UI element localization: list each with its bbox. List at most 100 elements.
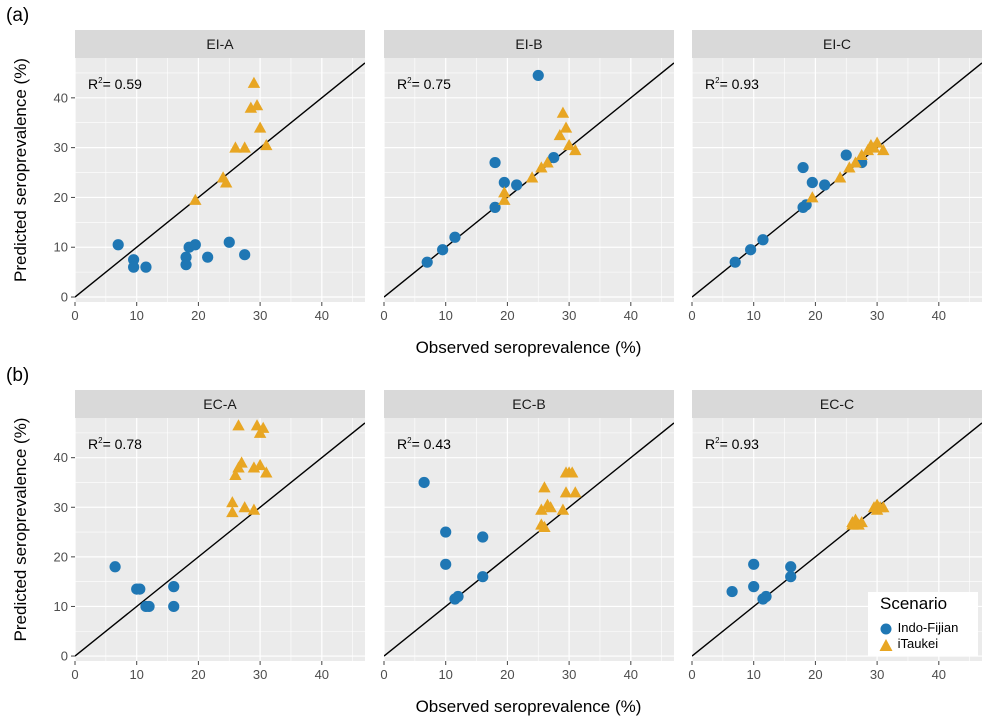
point-itaukei bbox=[235, 456, 248, 468]
point-indo-fijian bbox=[168, 600, 180, 613]
x-tick-label: 40 bbox=[315, 667, 329, 682]
point-indo-fijian bbox=[785, 561, 797, 573]
point-indo-fijian bbox=[180, 259, 192, 271]
r-squared-superscript: 2 bbox=[407, 436, 412, 445]
labels-layer: (a) Observed seroprevalence (%) Predicted … bbox=[6, 5, 641, 716]
point-itaukei bbox=[498, 193, 511, 205]
r-squared-symbol: R bbox=[397, 76, 407, 92]
y-tick-label: 40 bbox=[54, 90, 68, 105]
point-indo-fijian bbox=[128, 261, 140, 273]
point-itaukei bbox=[559, 486, 573, 498]
point-indo-fijian bbox=[477, 531, 489, 543]
point-itaukei bbox=[226, 496, 239, 508]
y-tick-label: 10 bbox=[54, 240, 68, 255]
legend-item-itaukei: iTaukei bbox=[878, 636, 938, 652]
x-tick-label: 20 bbox=[191, 308, 205, 323]
point-itaukei bbox=[253, 121, 267, 133]
r-squared-symbol: R bbox=[88, 76, 98, 92]
point-indo-fijian bbox=[168, 581, 180, 593]
point-itaukei bbox=[260, 466, 273, 478]
point-indo-fijian bbox=[239, 249, 251, 261]
point-indo-fijian bbox=[748, 558, 760, 570]
r-squared-superscript: 2 bbox=[407, 76, 412, 85]
y-tick-label: 40 bbox=[54, 450, 68, 465]
facet-title: EC-B bbox=[512, 396, 545, 412]
identity-line bbox=[692, 422, 982, 657]
x-tick-label: 20 bbox=[500, 667, 514, 682]
x-tick-label: 40 bbox=[624, 667, 638, 682]
point-indo-fijian bbox=[498, 176, 510, 189]
identity-line bbox=[384, 422, 674, 657]
point-itaukei bbox=[219, 176, 233, 188]
point-itaukei bbox=[256, 421, 270, 433]
point-itaukei bbox=[877, 143, 890, 156]
point-itaukei bbox=[569, 486, 582, 498]
y-axis-title: Predicted seroprevalence (%) bbox=[11, 58, 30, 282]
y-tick-label: 30 bbox=[54, 500, 68, 515]
r-squared-superscript: 2 bbox=[98, 76, 103, 85]
point-itaukei bbox=[556, 503, 570, 515]
point-itaukei bbox=[877, 501, 890, 513]
x-tick-label: 30 bbox=[870, 667, 884, 682]
point-indo-fijian bbox=[418, 476, 430, 489]
point-itaukei bbox=[247, 503, 261, 515]
x-tick-label: 0 bbox=[71, 667, 78, 682]
point-itaukei bbox=[535, 503, 548, 515]
point-itaukei bbox=[535, 161, 548, 173]
x-tick-label: 40 bbox=[932, 667, 946, 682]
x-tick-label: 10 bbox=[129, 308, 143, 323]
y-tick-label: 30 bbox=[54, 140, 68, 155]
panel-ei-a: EI-A 0 10 20 30 40 0 10 20 30 40 R2= 0.59 bbox=[54, 30, 365, 323]
point-itaukei bbox=[238, 141, 251, 153]
point-itaukei bbox=[559, 121, 573, 133]
point-itaukei bbox=[562, 138, 576, 151]
r-squared-label: R2= 0.43 bbox=[397, 436, 451, 452]
point-itaukei bbox=[855, 515, 868, 528]
point-indo-fijian bbox=[785, 571, 797, 583]
r-squared-value: = 0.59 bbox=[103, 76, 143, 92]
facet-strip bbox=[384, 30, 674, 58]
x-tick-label: 40 bbox=[932, 308, 946, 323]
point-indo-fijian bbox=[548, 151, 560, 164]
x-tick-label: 10 bbox=[129, 667, 143, 682]
facet-title: EC-C bbox=[820, 396, 854, 412]
facet-strip bbox=[384, 390, 674, 418]
facet-title: EC-A bbox=[203, 396, 237, 412]
x-tick-label: 30 bbox=[253, 308, 267, 323]
point-itaukei bbox=[849, 156, 862, 168]
point-itaukei bbox=[226, 506, 239, 518]
r-squared-label: R2= 0.93 bbox=[705, 436, 759, 452]
r-squared-label: R2= 0.75 bbox=[397, 76, 451, 92]
point-itaukei bbox=[189, 193, 202, 205]
r-squared-symbol: R bbox=[705, 76, 715, 92]
point-itaukei bbox=[238, 501, 251, 513]
point-indo-fijian bbox=[806, 176, 818, 189]
point-itaukei bbox=[538, 481, 551, 493]
point-indo-fijian bbox=[437, 244, 449, 256]
facet-title: EI-C bbox=[823, 36, 851, 52]
point-itaukei bbox=[806, 191, 819, 203]
point-indo-fijian bbox=[143, 600, 155, 613]
x-tick-label: 10 bbox=[746, 308, 760, 323]
point-itaukei bbox=[525, 171, 539, 183]
facet-strip bbox=[692, 30, 982, 58]
x-tick-label: 0 bbox=[71, 308, 78, 323]
legend: Scenario Indo-Fijian iTaukei bbox=[868, 592, 978, 656]
point-itaukei bbox=[538, 520, 551, 533]
point-indo-fijian bbox=[840, 149, 852, 161]
y-tick-label: 0 bbox=[61, 290, 68, 305]
point-itaukei bbox=[569, 143, 582, 156]
point-itaukei bbox=[843, 161, 856, 173]
x-tick-label: 20 bbox=[808, 667, 822, 682]
y-axis-title: Predicted seroprevalence (%) bbox=[11, 418, 30, 642]
x-tick-label: 40 bbox=[624, 308, 638, 323]
panel-ei-c: EI-C 0 10 20 30 40 R2= 0.93 bbox=[688, 30, 982, 323]
point-itaukei bbox=[229, 141, 242, 153]
point-indo-fijian bbox=[757, 234, 769, 246]
point-indo-fijian bbox=[532, 69, 544, 82]
point-itaukei bbox=[553, 128, 567, 141]
point-itaukei bbox=[253, 458, 267, 471]
panel-row-label: (a) bbox=[6, 5, 29, 26]
point-indo-fijian bbox=[140, 261, 152, 273]
